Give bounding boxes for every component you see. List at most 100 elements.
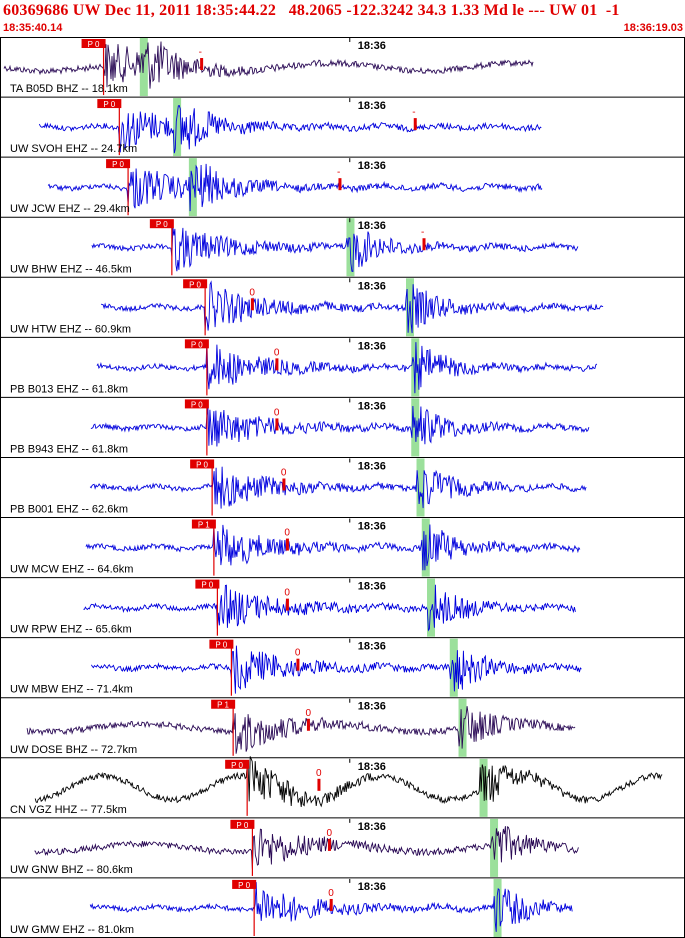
coda-marker — [282, 478, 286, 491]
waveform-trace — [91, 645, 582, 694]
minute-tick-label: 18:36 — [358, 821, 386, 833]
minute-tick-label: 18:36 — [358, 220, 386, 232]
p-pick-label: P 0 — [201, 581, 213, 590]
trace-panel: 18:36 P 0 - TA B05D BHZ -- 18.1km — [3, 38, 534, 97]
station-label: PB B013 EHZ -- 61.8km — [10, 383, 128, 395]
minute-tick-label: 18:36 — [358, 160, 386, 172]
p-pick-flag — [225, 759, 250, 769]
p-pick-label: P 0 — [189, 280, 201, 289]
minute-tick-label: 18:36 — [358, 100, 386, 112]
p-pick-label: P 0 — [103, 100, 115, 109]
p-pick-label: P 0 — [191, 400, 203, 409]
coda-marker — [250, 298, 254, 311]
p-pick-label: P 0 — [238, 881, 250, 890]
coda-marker-label: 0 — [274, 407, 280, 418]
station-label: UW MBW EHZ -- 71.4km — [10, 684, 133, 696]
coda-marker-label: - — [337, 167, 340, 178]
coda-marker-label: 0 — [326, 828, 332, 839]
p-pick-flag — [184, 339, 209, 349]
event-header: 60369686 UW Dec 11, 2011 18:35:44.22 48.… — [0, 0, 685, 36]
waveform-trace — [89, 882, 573, 932]
coda-marker-label: - — [421, 227, 424, 238]
coda-marker — [275, 358, 279, 371]
minute-tick-label: 18:36 — [358, 280, 386, 292]
coda-marker — [317, 778, 321, 791]
waveform-trace — [38, 105, 542, 154]
waveform-trace — [91, 226, 579, 273]
arrival-window-band — [458, 698, 467, 757]
waveform-trace — [26, 706, 576, 754]
p-pick-label: P 0 — [191, 340, 203, 349]
coda-marker — [327, 838, 331, 851]
event-title: 60369686 UW Dec 11, 2011 18:35:44.22 48.… — [3, 2, 620, 19]
minute-tick-label: 18:36 — [358, 340, 386, 352]
minute-tick-label: 18:36 — [358, 761, 386, 773]
arrival-window-band — [139, 38, 148, 97]
window-start-time: 18:35:40.14 — [3, 22, 63, 34]
coda-marker — [422, 238, 426, 251]
minute-tick-label: 18:36 — [358, 881, 386, 893]
trace-panel: 18:36 P 0 - UW SVOH EHZ -- 24.7km — [0, 96, 685, 157]
trace-panel: 18:36 P 0 0 UW RPW EHZ -- 65.6km — [0, 577, 685, 637]
station-label: UW RPW EHZ -- 65.6km — [10, 624, 132, 636]
waveform-trace — [83, 584, 576, 632]
p-pick-flag — [190, 459, 215, 469]
minute-tick-label: 18:36 — [358, 521, 386, 533]
trace-panel: 18:36 P 0 0 UW GNW BHZ -- 80.6km — [0, 817, 685, 877]
waveform-trace — [3, 41, 534, 89]
trace-panel: 18:36 P 0 0 PB B013 EHZ -- 61.8km — [0, 336, 685, 397]
trace-panel: 18:36 P 1 0 UW DOSE BHZ -- 72.7km — [0, 697, 685, 757]
p-pick-flag — [232, 879, 257, 889]
trace-panel: 18:36 P 1 0 UW MCW EHZ -- 64.6km — [0, 517, 685, 577]
p-pick-flag — [191, 519, 216, 529]
arrival-window-band — [173, 98, 182, 157]
coda-marker-label: 0 — [305, 708, 311, 719]
station-label: UW GMW EHZ -- 81.0km — [10, 924, 134, 936]
arrival-window-band — [427, 578, 436, 637]
minute-tick-label: 18:36 — [358, 400, 386, 412]
coda-marker — [285, 538, 289, 551]
trace-panel: 18:36 P 0 - UW JCW EHZ -- 29.4km — [0, 156, 685, 217]
trace-panel: 18:36 P 0 0 CN VGZ HHZ -- 77.5km — [0, 756, 685, 817]
waveform-trace — [96, 340, 598, 394]
p-pick-label: P 0 — [196, 460, 208, 469]
coda-marker-label: 0 — [328, 888, 334, 899]
coda-marker — [338, 178, 342, 191]
trace-panel: 18:36 P 0 0 UW MBW EHZ -- 71.4km — [0, 637, 685, 697]
arrival-window-band — [416, 458, 425, 517]
waveform-trace — [90, 405, 590, 447]
minute-tick-label: 18:36 — [358, 460, 386, 472]
coda-marker-label: - — [412, 107, 415, 118]
trace-panel: 18:36 P 0 - UW BHW EHZ -- 46.5km — [0, 216, 685, 277]
coda-marker-label: 0 — [284, 588, 290, 599]
p-pick-flag — [81, 39, 106, 48]
coda-marker — [275, 418, 279, 431]
p-pick-flag — [209, 639, 234, 649]
station-label: UW MCW EHZ -- 64.6km — [10, 564, 133, 576]
p-pick-label: P 0 — [231, 761, 243, 770]
station-label: UW JCW EHZ -- 29.4km — [10, 203, 130, 215]
p-pick-label: P 0 — [112, 160, 124, 169]
p-pick-flag — [183, 279, 208, 289]
p-pick-flag — [97, 99, 122, 109]
station-label: UW GNW BHZ -- 80.6km — [10, 864, 133, 876]
waveform-trace — [89, 466, 587, 509]
coda-marker — [285, 598, 289, 611]
coda-marker-label: 0 — [249, 287, 255, 298]
p-pick-flag — [149, 219, 174, 229]
p-pick-label: P 0 — [156, 220, 168, 229]
waveform-trace — [100, 280, 604, 334]
trace-panel: 18:36 P 0 0 UW HTW EHZ -- 60.9km — [0, 276, 685, 337]
coda-marker — [200, 58, 204, 71]
trace-panel: 18:36 P 0 0 PB B001 EHZ -- 62.6km — [0, 456, 685, 517]
station-label: PB B943 EHZ -- 61.8km — [10, 443, 128, 455]
minute-tick-label: 18:36 — [358, 641, 386, 653]
station-label: UW BHW EHZ -- 46.5km — [10, 263, 132, 275]
station-label: UW DOSE BHZ -- 72.7km — [10, 744, 137, 756]
coda-marker-label: 0 — [274, 347, 280, 358]
waveform-trace — [47, 163, 543, 212]
trace-panel: 18:36 P 0 0 UW GMW EHZ -- 81.0km — [0, 877, 685, 937]
p-pick-flag — [230, 819, 255, 829]
minute-tick-label: 18:36 — [358, 40, 386, 52]
seismogram-panels: 18:36 P 0 - TA B05D BHZ -- 18.1km 18:36 P 0 - U… — [0, 37, 685, 938]
